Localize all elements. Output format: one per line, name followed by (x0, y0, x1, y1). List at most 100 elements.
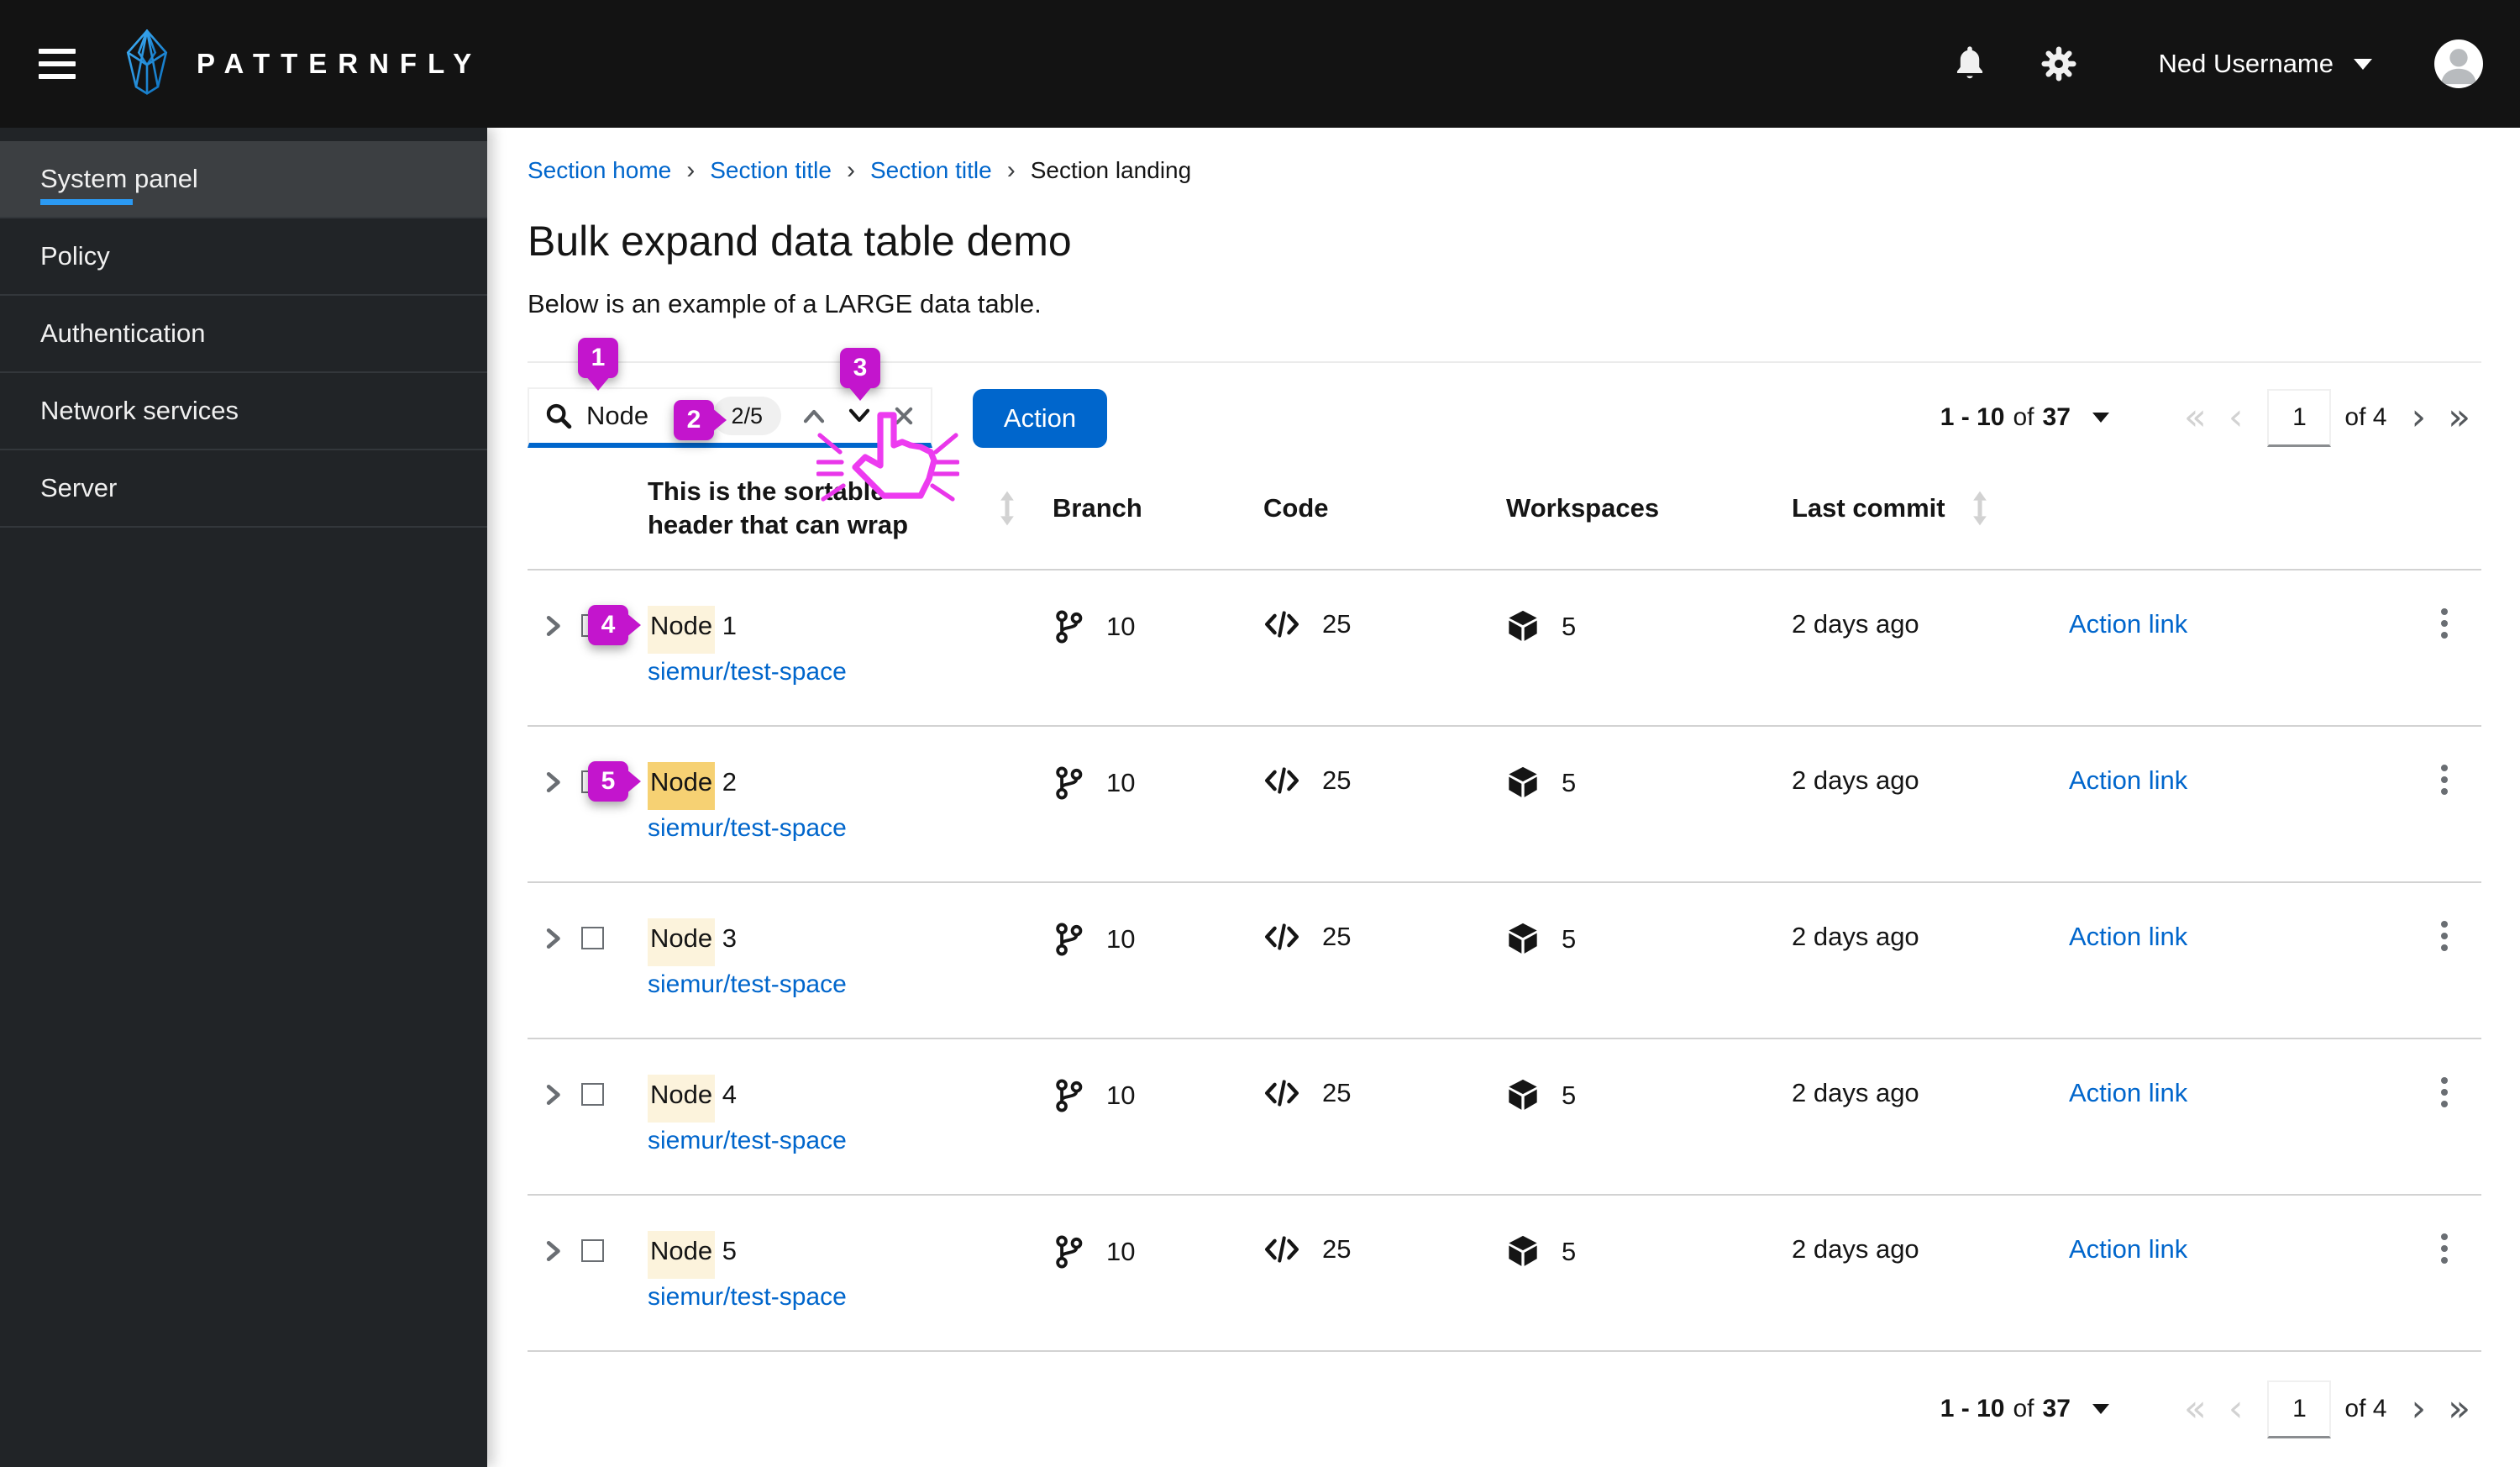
caret-down-icon (2354, 58, 2372, 70)
column-header-last-commit[interactable]: Last commit (1777, 490, 2055, 527)
prev-page-button[interactable]: ‹ (2218, 1391, 2255, 1428)
user-menu-button[interactable]: Ned Username (2159, 49, 2372, 79)
code-count: 25 (1322, 765, 1352, 795)
table-header-row: This is the sortable header that can wra… (528, 448, 2481, 570)
kebab-menu-button[interactable] (2441, 762, 2448, 881)
search-highlight: Node (648, 1075, 716, 1123)
action-button[interactable]: Action (973, 389, 1107, 448)
main-content: Section home › Section title › Section t… (487, 128, 2520, 1467)
bell-icon (1956, 46, 1982, 79)
page-input[interactable] (2267, 388, 2332, 447)
breadcrumb-link-section-2[interactable]: Section title (869, 157, 992, 183)
branch-icon (1056, 766, 1083, 800)
sidebar-item-server[interactable]: Server (0, 450, 487, 528)
sort-icon (1972, 491, 1987, 526)
sidebar-item-authentication[interactable]: Authentication (0, 296, 487, 373)
last-commit-value: 2 days ago (1792, 765, 1919, 795)
code-icon (1265, 611, 1299, 638)
last-commit-value: 2 days ago (1792, 1234, 1919, 1264)
branch-icon (1056, 923, 1083, 956)
search-match-badge: 2/5 (712, 397, 781, 435)
pagination-summary[interactable]: 1 - 10 of 37 (1940, 403, 2109, 432)
row-checkbox[interactable] (581, 1239, 604, 1262)
search-highlight: Node (648, 1231, 716, 1279)
kebab-menu-button[interactable] (2441, 606, 2448, 725)
last-page-button[interactable]: » (2437, 399, 2481, 436)
next-page-button[interactable]: › (2400, 399, 2437, 436)
page-input[interactable] (2267, 1380, 2332, 1438)
chevron-right-icon (546, 771, 560, 792)
first-page-button[interactable]: « (2173, 1391, 2218, 1428)
table-row: Node 1 siemur/test-space 10 (528, 570, 2481, 727)
last-page-button[interactable]: » (2437, 1391, 2481, 1428)
sort-icon (1000, 491, 1014, 526)
cube-icon (1509, 1235, 1537, 1266)
prev-page-button[interactable]: ‹ (2218, 399, 2255, 436)
row-title: Node 4 (648, 1075, 1016, 1123)
search-highlight: Node (648, 918, 716, 966)
avatar[interactable] (2434, 39, 2483, 88)
kebab-menu-button[interactable] (2441, 918, 2448, 1038)
breadcrumb-link-home[interactable]: Section home (528, 157, 672, 183)
row-link[interactable]: siemur/test-space (648, 1127, 847, 1154)
search-input[interactable] (586, 401, 712, 431)
chevron-down-icon (848, 408, 870, 423)
code-icon (1265, 1080, 1299, 1107)
kebab-icon (2441, 765, 2448, 771)
cube-icon (1509, 1079, 1537, 1110)
sidebar-item-system-panel[interactable]: System panel (0, 141, 487, 218)
action-link[interactable]: Action link (2069, 1078, 2188, 1107)
sidebar-item-policy[interactable]: Policy (0, 218, 487, 296)
search-prev-button[interactable] (801, 407, 827, 425)
pagination-range: 1 - 10 (1940, 1395, 2005, 1422)
pagination-summary[interactable]: 1 - 10 of 37 (1940, 1395, 2109, 1423)
settings-button[interactable] (2040, 45, 2078, 83)
search-clear-button[interactable] (892, 404, 916, 428)
pagination-total: 37 (2042, 403, 2071, 431)
workspaces-count: 5 (1562, 612, 1577, 641)
branch-icon (1056, 1235, 1083, 1269)
action-link[interactable]: Action link (2069, 609, 2188, 639)
branch-icon (1056, 1079, 1083, 1112)
row-checkbox[interactable] (581, 1083, 604, 1106)
row-link[interactable]: siemur/test-space (648, 970, 847, 998)
search-next-button[interactable] (847, 407, 872, 425)
code-icon (1265, 767, 1299, 794)
kebab-menu-button[interactable] (2441, 1075, 2448, 1194)
action-link[interactable]: Action link (2069, 922, 2188, 951)
next-page-button[interactable]: › (2400, 1391, 2437, 1428)
table-row: Node 2 siemur/test-space 10 (528, 727, 2481, 883)
first-page-button[interactable]: « (2173, 399, 2218, 436)
column-header-branch[interactable]: Branch (1053, 493, 1142, 523)
action-link[interactable]: Action link (2069, 1234, 2188, 1264)
sidebar-item-network-services[interactable]: Network services (0, 373, 487, 450)
row-checkbox[interactable] (581, 927, 604, 949)
breadcrumb-link-section-1[interactable]: Section title (710, 157, 832, 183)
pagination-bottom: 1 - 10 of 37 « ‹ of 4 › » (528, 1379, 2481, 1439)
column-header-workspaces[interactable]: Workspaces (1506, 493, 1660, 523)
action-link[interactable]: Action link (2069, 765, 2188, 795)
expand-toggle[interactable] (542, 1239, 564, 1265)
caret-down-icon (2092, 1404, 2109, 1414)
expand-toggle[interactable] (542, 1083, 564, 1108)
nav-toggle-button[interactable] (39, 49, 76, 79)
row-link[interactable]: siemur/test-space (648, 658, 847, 686)
page-subtitle: Below is an example of a LARGE data tabl… (528, 289, 1042, 318)
notifications-button[interactable] (1952, 45, 1987, 83)
table-row: Node 3 siemur/test-space 10 (528, 883, 2481, 1039)
row-link[interactable]: siemur/test-space (648, 1283, 847, 1311)
branch-count: 10 (1106, 1081, 1136, 1110)
expand-toggle[interactable] (542, 770, 564, 796)
workspaces-count: 5 (1562, 924, 1577, 954)
sidebar: System panel Policy Authentication Netwo… (0, 128, 487, 1467)
kebab-menu-button[interactable] (2441, 1231, 2448, 1350)
column-header-code[interactable]: Code (1263, 493, 1329, 523)
row-link[interactable]: siemur/test-space (648, 814, 847, 842)
column-header-sortable[interactable]: This is the sortable header that can wra… (630, 475, 1016, 542)
expand-toggle[interactable] (542, 927, 564, 952)
branch-count: 10 (1106, 768, 1136, 797)
expand-toggle[interactable] (542, 614, 564, 639)
branch-count: 10 (1106, 612, 1136, 641)
search-highlight: Node (648, 762, 716, 810)
pagination-top: 1 - 10 of 37 « ‹ of 4 › » (1940, 387, 2481, 448)
